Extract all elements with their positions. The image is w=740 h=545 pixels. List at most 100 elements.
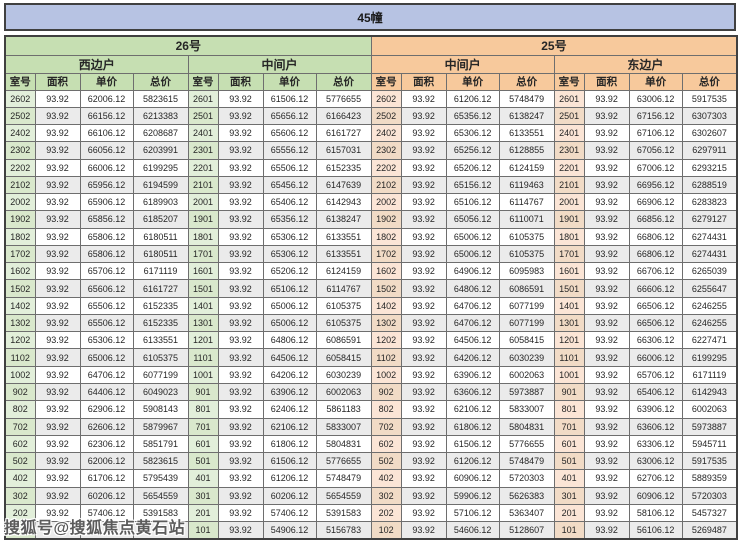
cell-total-price: 6119463 bbox=[498, 175, 555, 195]
cell-total-price: 6279127 bbox=[681, 210, 738, 229]
cell-unit-price: 63606.12 bbox=[628, 417, 683, 436]
unit-header-row: 西边户 中间户 中间户 东边户 bbox=[4, 54, 738, 74]
cell-area: 93.92 bbox=[217, 400, 264, 419]
cell-total-price: 6274431 bbox=[681, 227, 738, 246]
cell-total-price: 5917535 bbox=[681, 89, 738, 108]
cell-total-price: 6213383 bbox=[132, 106, 189, 126]
cell-unit-price: 65856.12 bbox=[79, 210, 134, 229]
cell-total-price: 5654559 bbox=[132, 486, 189, 505]
cell-room: 502 bbox=[370, 452, 402, 471]
cell-area: 93.92 bbox=[217, 434, 264, 454]
table-row: 1702 93.92 65806.12 6180511 1701 93.92 65306.1… bbox=[4, 244, 738, 264]
cell-total-price: 6208687 bbox=[132, 124, 189, 143]
cell-area: 93.92 bbox=[583, 486, 630, 505]
cell-unit-price: 62306.12 bbox=[79, 434, 134, 454]
cell-total-price: 5654559 bbox=[315, 486, 372, 505]
cell-unit-price: 64706.12 bbox=[445, 296, 500, 315]
cell-area: 93.92 bbox=[34, 124, 81, 143]
cell-total-price: 5363407 bbox=[498, 503, 555, 523]
cell-unit-price: 65306.12 bbox=[445, 124, 500, 143]
cell-total-price: 6152335 bbox=[132, 296, 189, 315]
cell-area: 93.92 bbox=[34, 227, 81, 246]
cell-unit-price: 63906.12 bbox=[262, 383, 317, 402]
cell-room: 1001 bbox=[553, 365, 585, 385]
cell-room: 2401 bbox=[553, 124, 585, 143]
cell-total-price: 6133551 bbox=[498, 124, 555, 143]
col-header-area: 面积 bbox=[583, 72, 630, 91]
cell-area: 93.92 bbox=[34, 400, 81, 419]
table-row: 802 93.92 62906.12 5908143 801 93.92 62406.12 5… bbox=[4, 400, 738, 419]
cell-room: 101 bbox=[553, 521, 585, 540]
cell-area: 93.92 bbox=[34, 486, 81, 505]
cell-total-price: 5776655 bbox=[315, 452, 372, 471]
cell-unit-price: 65656.12 bbox=[262, 106, 317, 126]
cell-room: 1501 bbox=[553, 279, 585, 298]
cell-unit-price: 61206.12 bbox=[262, 469, 317, 488]
cell-unit-price: 64806.12 bbox=[445, 279, 500, 298]
cell-unit-price: 66156.12 bbox=[79, 106, 134, 126]
cell-area: 93.92 bbox=[583, 210, 630, 229]
cell-unit-price bbox=[79, 521, 134, 540]
cell-unit-price: 54606.12 bbox=[445, 521, 500, 540]
cell-total-price: 5823615 bbox=[132, 452, 189, 471]
cell-room: 501 bbox=[553, 452, 585, 471]
cell-unit-price: 66856.12 bbox=[628, 210, 683, 229]
cell-area: 93.92 bbox=[34, 141, 81, 160]
column-header-row: 室号 面积 单价 总价 室号 面积 单价 总价 室号 面积 单价 总价 室号 面积 单价 总价 bbox=[4, 72, 738, 91]
cell-room: 901 bbox=[187, 383, 219, 402]
cell-total-price: 743 bbox=[132, 521, 189, 540]
cell-area: 93.92 bbox=[400, 417, 447, 436]
cell-total-price: 6161727 bbox=[132, 279, 189, 298]
cell-area: 93.92 bbox=[583, 141, 630, 160]
cell-room: 1801 bbox=[187, 227, 219, 246]
cell-total-price: 6161727 bbox=[315, 124, 372, 143]
cell-area: 93.92 bbox=[34, 279, 81, 298]
cell-area: 93.92 bbox=[400, 434, 447, 454]
cell-room: 1402 bbox=[4, 296, 36, 315]
col-header-total-price: 总价 bbox=[681, 72, 738, 91]
cell-unit-price: 67006.12 bbox=[628, 158, 683, 177]
cell-total-price: 6199295 bbox=[132, 158, 189, 177]
cell-unit-price: 66906.12 bbox=[628, 193, 683, 212]
col-header-unit-price: 单价 bbox=[628, 72, 683, 91]
cell-room: 902 bbox=[370, 383, 402, 402]
cell-unit-price: 62406.12 bbox=[262, 400, 317, 419]
cell-room: 302 bbox=[4, 486, 36, 505]
cell-area: 93.92 bbox=[400, 503, 447, 523]
cell-total-price: 6227471 bbox=[681, 331, 738, 350]
cell-room: 702 bbox=[4, 417, 36, 436]
cell-room: 1401 bbox=[553, 296, 585, 315]
cell-room: 1701 bbox=[187, 244, 219, 264]
cell-area: 93.92 bbox=[583, 521, 630, 540]
cell-unit-price: 65306.12 bbox=[262, 227, 317, 246]
cell-unit-price: 62006.12 bbox=[79, 89, 134, 108]
cell-room: 1301 bbox=[187, 313, 219, 333]
cell-area: 93.92 bbox=[400, 331, 447, 350]
cell-room: 1001 bbox=[187, 365, 219, 385]
cell-room: 502 bbox=[4, 452, 36, 471]
cell-unit-price: 66806.12 bbox=[628, 227, 683, 246]
cell-area: 93.92 bbox=[34, 193, 81, 212]
cell-unit-price: 65356.12 bbox=[262, 210, 317, 229]
cell-area: 93.92 bbox=[400, 262, 447, 281]
table-row: 2402 93.92 66106.12 6208687 2401 93.92 65606.1… bbox=[4, 124, 738, 143]
cell-area: 93.92 bbox=[583, 175, 630, 195]
cell-unit-price: 65956.12 bbox=[79, 175, 134, 195]
cell-area: 93.92 bbox=[34, 452, 81, 471]
cell-total-price: 5391583 bbox=[315, 503, 372, 523]
cell-room: 701 bbox=[553, 417, 585, 436]
cell-room: 2501 bbox=[553, 106, 585, 126]
cell-area: 93.92 bbox=[34, 106, 81, 126]
cell-area: 93.92 bbox=[583, 452, 630, 471]
cell-room: 2202 bbox=[4, 158, 36, 177]
cell-unit-price: 65706.12 bbox=[628, 365, 683, 385]
cell-area: 93.92 bbox=[217, 383, 264, 402]
cell-unit-price: 63006.12 bbox=[628, 89, 683, 108]
table-row: 1202 93.92 65306.12 6133551 1201 93.92 64806.1… bbox=[4, 331, 738, 350]
cell-unit-price: 62706.12 bbox=[628, 469, 683, 488]
cell-unit-price: 65706.12 bbox=[79, 262, 134, 281]
cell-total-price: 6199295 bbox=[681, 348, 738, 367]
cell-room: 1102 bbox=[370, 348, 402, 367]
cell-total-price: 5720303 bbox=[498, 469, 555, 488]
cell-unit-price: 54906.12 bbox=[262, 521, 317, 540]
